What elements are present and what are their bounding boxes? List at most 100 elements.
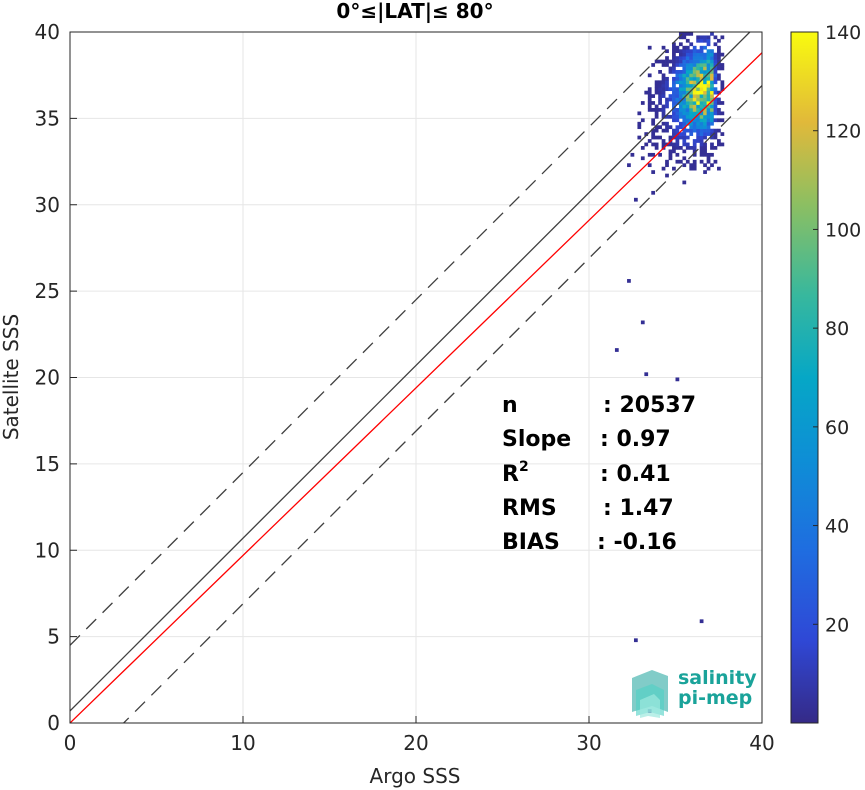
heatmap-cell bbox=[692, 70, 697, 74]
line-lower-bound bbox=[122, 85, 762, 723]
heatmap-cell bbox=[654, 111, 659, 116]
heatmap-cell bbox=[703, 59, 707, 64]
heatmap-cell bbox=[665, 125, 669, 130]
heatmap-cell bbox=[675, 135, 680, 140]
y-tick-label: 10 bbox=[35, 538, 60, 562]
heatmap-cell bbox=[703, 70, 707, 74]
heatmap-cell bbox=[675, 111, 680, 116]
heatmap-cell bbox=[713, 146, 718, 150]
x-tick-label: 20 bbox=[403, 731, 428, 755]
heatmap-cell bbox=[637, 135, 642, 140]
heatmap-cell bbox=[678, 49, 683, 54]
heatmap-cell bbox=[654, 142, 659, 147]
heatmap-cell bbox=[672, 80, 676, 85]
heatmap-cell bbox=[672, 90, 676, 95]
y-tick-label: 40 bbox=[35, 20, 60, 44]
heatmap-cell bbox=[717, 63, 721, 67]
heatmap-cell bbox=[696, 128, 701, 133]
heatmap-cell bbox=[647, 152, 652, 157]
heatmap-cell bbox=[696, 66, 701, 71]
heatmap-cell bbox=[710, 142, 714, 147]
heatmap-cell bbox=[682, 87, 687, 92]
salinity-pi-mep-logo: salinity pi-mep bbox=[632, 667, 757, 718]
heatmap-cell bbox=[647, 87, 652, 92]
heatmap-cell bbox=[699, 38, 704, 43]
heatmap-cell bbox=[661, 59, 666, 64]
heatmap-cell bbox=[685, 76, 690, 81]
heatmap-cell bbox=[710, 59, 714, 64]
statistics-box: n: 20537 Slope: 0.97 R 2: 0.41 RMS: 1.47 BIAS… bbox=[502, 393, 696, 555]
heatmap-cell bbox=[706, 66, 711, 71]
heatmap-cell bbox=[672, 166, 676, 171]
stat-value: : 1.47 bbox=[603, 496, 674, 521]
heatmap-cell bbox=[706, 83, 711, 88]
heatmap-cell bbox=[685, 70, 690, 74]
heatmap-cell bbox=[720, 101, 725, 105]
heatmap-cell bbox=[682, 76, 687, 81]
heatmap-cell bbox=[665, 128, 669, 133]
colorbar-tick-label: 100 bbox=[825, 219, 861, 241]
heatmap-cell bbox=[678, 132, 683, 136]
heatmap-cell bbox=[720, 132, 725, 136]
heatmap-cell bbox=[682, 108, 687, 112]
heatmap-cell bbox=[672, 66, 676, 71]
heatmap-cell bbox=[651, 121, 656, 126]
heatmap-cell bbox=[651, 63, 656, 67]
heatmap-cell bbox=[699, 111, 704, 116]
heatmap-cell bbox=[682, 118, 687, 123]
heatmap-cell bbox=[678, 80, 683, 85]
heatmap-cell bbox=[678, 56, 683, 60]
heatmap-cell bbox=[675, 152, 680, 157]
heatmap-cell bbox=[706, 94, 711, 98]
heatmap-cell bbox=[651, 170, 656, 174]
heatmap-cell bbox=[717, 76, 721, 81]
heatmap-cell bbox=[685, 80, 690, 85]
x-axis-label: Argo SSS bbox=[370, 764, 461, 788]
heatmap-cell bbox=[672, 97, 676, 102]
heatmap-cell bbox=[678, 59, 683, 64]
heatmap-cell bbox=[692, 87, 697, 92]
heatmap-cell bbox=[654, 108, 659, 112]
heatmap-cell bbox=[717, 90, 721, 95]
heatmap-cell bbox=[685, 56, 690, 60]
heatmap-cell bbox=[710, 73, 714, 78]
heatmap-cell bbox=[678, 42, 683, 47]
heatmap-cell bbox=[706, 59, 711, 64]
heatmap-cell bbox=[661, 114, 666, 119]
heatmap-cell bbox=[647, 108, 652, 112]
heatmap-cell bbox=[685, 135, 690, 140]
y-tick-label: 20 bbox=[35, 366, 60, 390]
heatmap-cell bbox=[699, 49, 704, 54]
logo-text-salinity: salinity bbox=[678, 667, 757, 689]
heatmap-cell bbox=[692, 118, 697, 123]
heatmap-cell bbox=[696, 87, 701, 92]
heatmap-cell bbox=[685, 101, 690, 105]
heatmap-cell bbox=[678, 70, 683, 74]
heatmap-cell bbox=[678, 87, 683, 92]
heatmap-cell bbox=[685, 146, 690, 150]
heatmap-cell bbox=[706, 121, 711, 126]
heatmap-cell bbox=[689, 166, 694, 171]
heatmap-cell bbox=[692, 104, 697, 109]
heatmap-cell bbox=[696, 70, 701, 74]
heatmap-cell bbox=[675, 45, 680, 50]
heatmap-cell bbox=[658, 83, 662, 88]
heatmap-cell bbox=[703, 52, 707, 57]
heatmap-cell bbox=[675, 49, 680, 54]
heatmap-cell bbox=[668, 70, 673, 74]
heatmap-cell bbox=[696, 49, 701, 54]
heatmap-cell bbox=[661, 142, 666, 147]
heatmap-cell bbox=[685, 32, 690, 36]
heatmap-cell bbox=[706, 104, 711, 109]
heatmap-cell bbox=[713, 42, 718, 47]
heatmap-cell bbox=[696, 139, 701, 143]
heatmap-cell bbox=[706, 152, 711, 157]
heatmap-cell bbox=[665, 59, 669, 64]
heatmap-cell bbox=[675, 128, 680, 133]
heatmap-cell bbox=[682, 111, 687, 116]
heatmap-cell bbox=[658, 80, 662, 85]
heatmap-cell bbox=[661, 90, 666, 95]
heatmap-cell bbox=[692, 139, 697, 143]
heatmap-cell bbox=[678, 104, 683, 109]
heatmap-cell bbox=[640, 320, 645, 325]
